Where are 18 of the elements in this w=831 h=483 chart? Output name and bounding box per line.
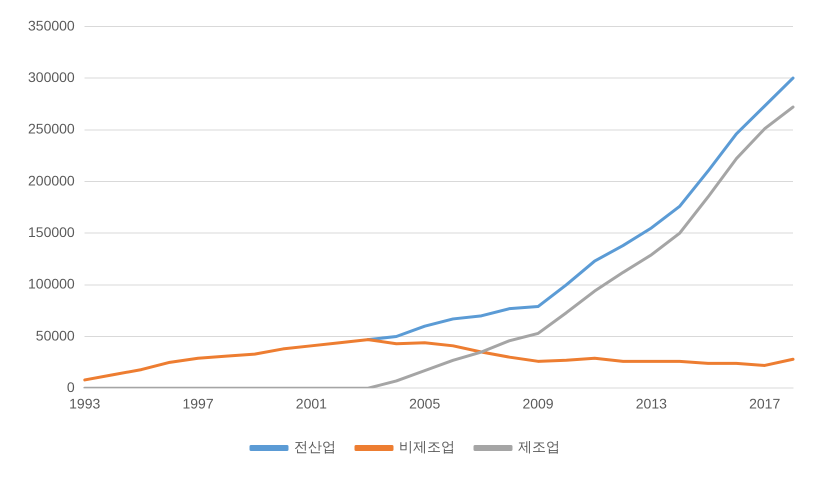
y-tick-label: 200000 <box>28 172 75 188</box>
x-tick-label: 2009 <box>522 395 554 412</box>
y-tick-label: 150000 <box>28 224 75 240</box>
legend-label: 비제조업 <box>399 440 455 456</box>
x-tick-label: 2001 <box>296 395 328 412</box>
y-tick-label: 350000 <box>28 17 75 34</box>
legend-label: 전산업 <box>294 440 336 456</box>
y-tick-label: 300000 <box>28 68 75 85</box>
x-tick-label: 2005 <box>409 395 440 412</box>
y-tick-label: 0 <box>66 379 75 396</box>
x-tick-label: 2013 <box>636 395 668 412</box>
y-tick-label: 250000 <box>28 120 75 137</box>
x-tick-label: 2017 <box>749 395 780 412</box>
y-tick-label: 100000 <box>28 276 75 292</box>
x-tick-label: 1997 <box>182 395 214 412</box>
legend-label: 제조업 <box>518 440 560 456</box>
x-tick-label: 1993 <box>69 395 100 412</box>
y-tick-label: 50000 <box>36 327 75 344</box>
